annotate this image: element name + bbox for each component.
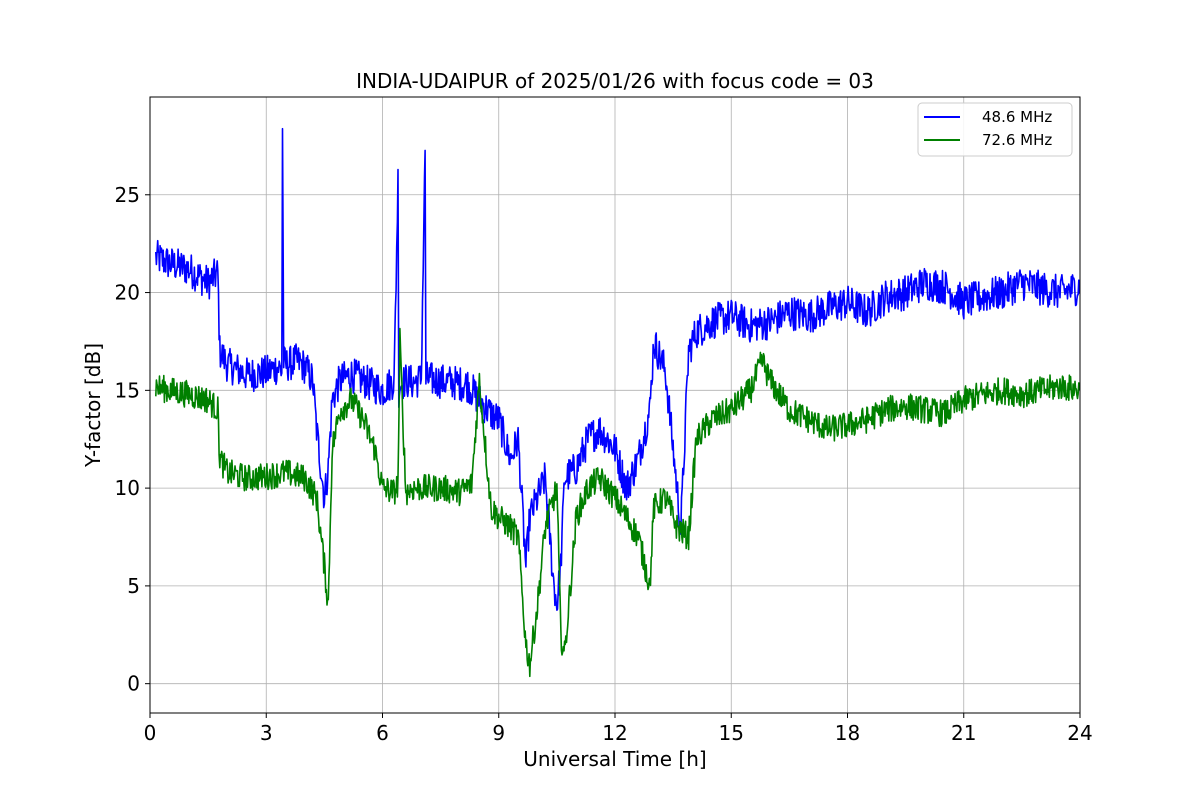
y-axis-label: Y-factor [dB] [81, 343, 105, 468]
x-tick-label: 0 [144, 721, 157, 745]
series-layer [155, 127, 1080, 678]
y-tick-label: 10 [115, 476, 140, 500]
x-axis-ticks: 0 3 6 9 12 15 18 21 24 [144, 713, 1093, 745]
x-tick-label: 9 [492, 721, 505, 745]
x-tick-label: 3 [260, 721, 273, 745]
y-tick-label: 0 [127, 672, 140, 696]
x-tick-label: 24 [1067, 721, 1092, 745]
x-tick-label: 12 [602, 721, 627, 745]
legend: 48.6 MHz 72.6 MHz [917, 102, 1073, 157]
series-line-48-6-mhz [155, 127, 1080, 612]
y-tick-label: 25 [115, 183, 140, 207]
y-tick-label: 5 [127, 574, 140, 598]
plot-area [149, 96, 1081, 714]
y-tick-label: 20 [115, 281, 140, 305]
x-axis-label: Universal Time [h] [523, 747, 706, 771]
x-tick-label: 15 [719, 721, 744, 745]
x-tick-label: 6 [376, 721, 389, 745]
legend-label-48-6: 48.6 MHz [982, 108, 1052, 126]
legend-label-72-6: 72.6 MHz [982, 131, 1052, 149]
series-line-72-6-mhz [155, 327, 1080, 678]
y-axis-ticks: 0 5 10 15 20 25 [115, 183, 150, 696]
chart-title: INDIA-UDAIPUR of 2025/01/26 with focus c… [356, 69, 874, 93]
y-tick-label: 15 [115, 378, 140, 402]
x-tick-label: 18 [835, 721, 860, 745]
x-tick-label: 21 [951, 721, 976, 745]
